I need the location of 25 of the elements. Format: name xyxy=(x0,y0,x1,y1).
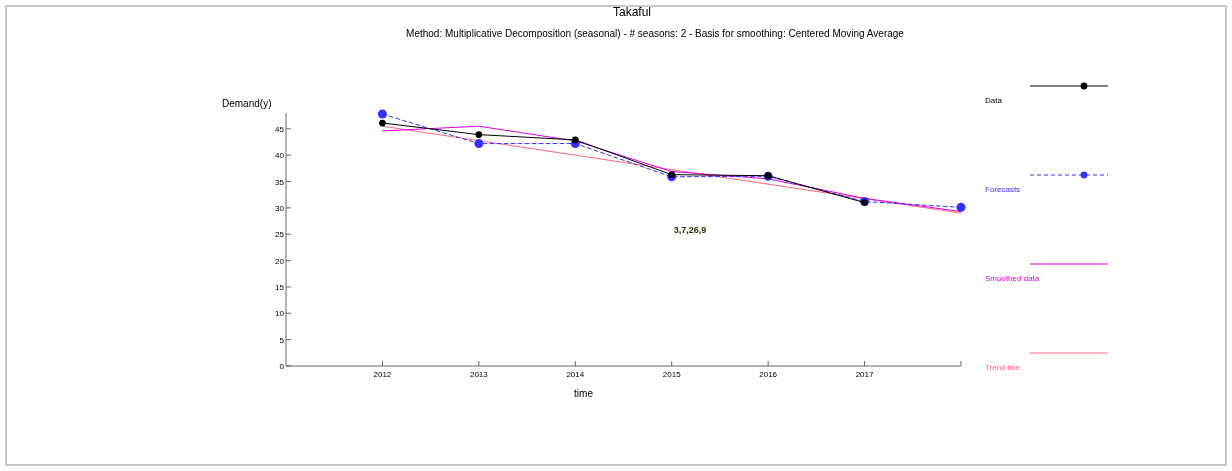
chart-title: Takaful xyxy=(612,5,652,19)
text: Smoothed data xyxy=(985,274,1040,283)
y-tick-label: 35 xyxy=(275,177,285,187)
x-tick-label: 2015 xyxy=(662,370,682,379)
y-tick-label: 25 xyxy=(275,230,285,240)
y-axis-title: Demand(y) xyxy=(222,98,272,109)
x-tick-label: 2012 xyxy=(373,370,392,379)
y-tick-label: 0 xyxy=(279,362,285,371)
y-tick-label: 15 xyxy=(275,282,285,292)
text: Forecasts xyxy=(985,185,1021,194)
x-tick-label: 2016 xyxy=(759,370,778,379)
y-tick-label: 5 xyxy=(279,335,285,345)
x-tick-label: 2017 xyxy=(855,370,875,379)
y-tick-label: 45 xyxy=(275,124,285,134)
y-tick-label: 40 xyxy=(275,151,285,161)
x-tick-label: 2014 xyxy=(566,370,585,379)
chart-subtitle: Method: Multiplicative Decomposition (seasonal) - # seasons: 2 - Basis for smoothing: Centered Moving Average xyxy=(406,28,905,39)
annotation: 3,7,26,9 xyxy=(673,225,707,235)
text: Trend line xyxy=(985,363,1021,372)
x-axis-title: time xyxy=(574,388,594,399)
y-tick-label: 20 xyxy=(275,256,285,266)
x-tick-label: 2013 xyxy=(469,370,489,379)
y-tick-label: 30 xyxy=(275,203,285,213)
text: Data xyxy=(985,96,1003,105)
y-tick-label: 10 xyxy=(275,309,285,319)
